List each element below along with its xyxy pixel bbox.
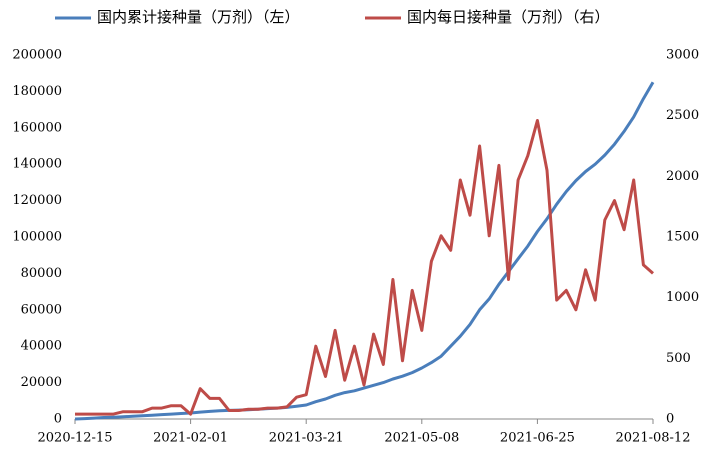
y-tick-label: 160000: [12, 120, 62, 135]
y-tick-label: 140000: [12, 157, 62, 172]
y-tick-label: 180000: [12, 84, 62, 99]
y2-tick-label: 0: [666, 412, 674, 427]
y2-tick-label: 1000: [666, 290, 699, 305]
y2-tick-label: 2000: [666, 169, 699, 184]
y2-tick-label: 500: [666, 351, 691, 366]
y-tick-label: 120000: [12, 193, 62, 208]
y2-tick-label: 2500: [666, 108, 699, 123]
x-tick-label: 2021-03-21: [269, 431, 344, 446]
y-tick-label: 60000: [21, 302, 62, 317]
y-tick-label: 0: [54, 412, 62, 427]
series-line: [75, 119, 654, 416]
y-tick-label: 40000: [21, 339, 62, 354]
y-tick-label: 200000: [12, 48, 62, 63]
x-tick-label: 2021-08-12: [616, 431, 691, 446]
x-tick-label: 2021-06-25: [500, 431, 575, 446]
x-tick-label: 2021-05-08: [384, 431, 459, 446]
y-tick-label: 80000: [21, 266, 62, 281]
series-line: [74, 81, 655, 421]
legend-label: 国内累计接种量（万剂）（左）: [97, 8, 300, 26]
legend-label: 国内每日接种量（万剂）（右）: [407, 8, 610, 26]
y-tick-label: 100000: [12, 230, 62, 245]
y-tick-label: 20000: [21, 375, 62, 390]
x-tick-label: 2020-12-15: [38, 431, 113, 446]
y2-tick-label: 3000: [666, 48, 699, 63]
y2-tick-label: 1500: [666, 230, 699, 245]
x-tick-label: 2021-02-01: [153, 431, 228, 446]
